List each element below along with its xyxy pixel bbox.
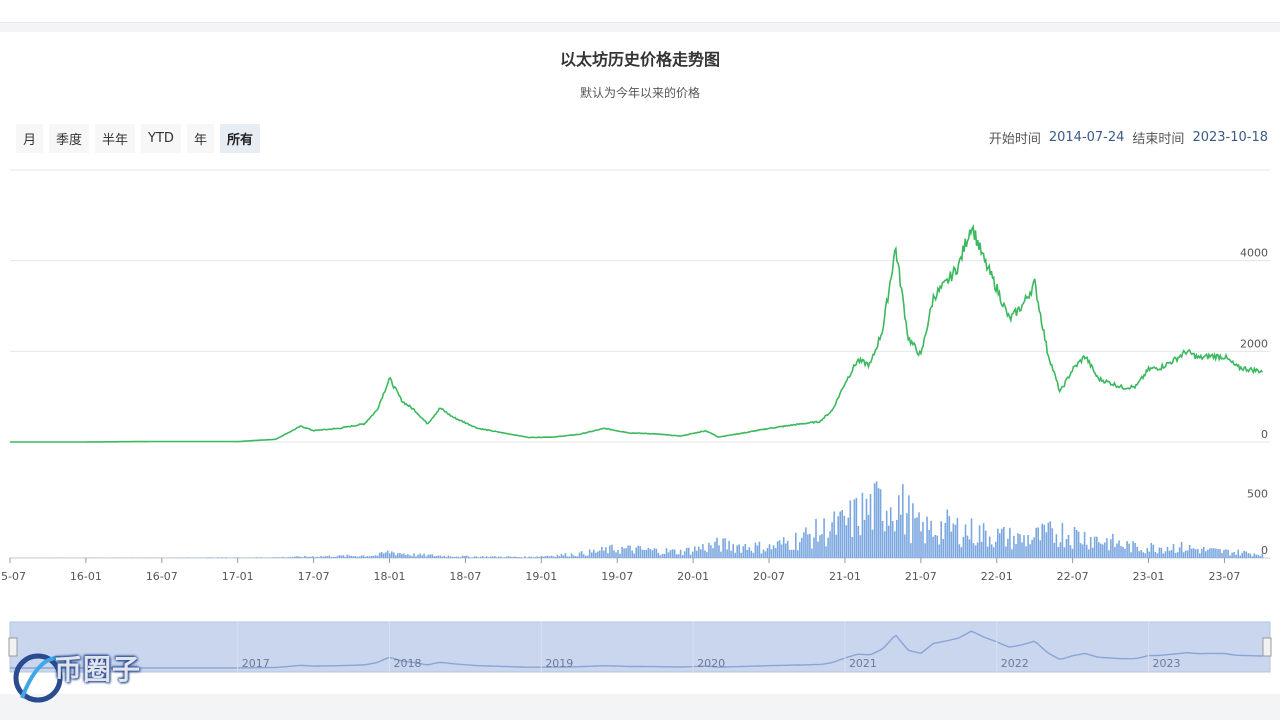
navigator-window bbox=[9, 621, 1271, 673]
chart-subtitle: 默认为今年以来的价格 bbox=[579, 86, 700, 100]
navigator-year-label: 2021 bbox=[849, 657, 877, 670]
x-tick-label: 23-07 bbox=[1208, 570, 1240, 583]
navigator-year-label: 2018 bbox=[394, 657, 422, 670]
start-date-label: 开始时间 bbox=[988, 132, 1041, 147]
x-tick-label: 22-07 bbox=[1057, 570, 1089, 583]
chart-title: 以太坊历史价格走势图 bbox=[559, 50, 720, 69]
date-range: 开始时间 2014-07-24 结束时间 2023-10-18 bbox=[989, 128, 1268, 147]
navigator-series-line bbox=[10, 630, 1263, 669]
range-ytd-button[interactable]: YTD bbox=[141, 124, 181, 153]
navigator-year-label: 2022 bbox=[1001, 657, 1029, 670]
navigator-year-label: 2020 bbox=[697, 657, 725, 670]
x-tick-label: 22-01 bbox=[981, 570, 1013, 583]
range-year-button[interactable]: 年 bbox=[186, 124, 214, 153]
navigator-right-handle[interactable] bbox=[1262, 637, 1272, 657]
price-series-line bbox=[10, 223, 1264, 443]
end-date-label: 结束时间 bbox=[1132, 132, 1185, 147]
navigator-year-label: 2017 bbox=[242, 657, 270, 670]
range-month-button[interactable]: 月 bbox=[16, 124, 44, 153]
watermark-text: 币圈子 bbox=[54, 653, 142, 686]
price-tick-label: 4000 bbox=[1240, 247, 1268, 260]
x-tick-label: 17-07 bbox=[298, 570, 330, 583]
range-quarter-button[interactable]: 季度 bbox=[49, 124, 90, 153]
x-tick-label: 19-07 bbox=[601, 570, 633, 583]
volume-tick-label: 0 bbox=[1261, 544, 1268, 557]
x-tick-label: 18-07 bbox=[449, 570, 481, 583]
volume-series-bars bbox=[9, 481, 1264, 558]
x-tick-label: 21-07 bbox=[905, 570, 937, 583]
x-tick-label: 18-01 bbox=[374, 570, 406, 583]
top-bar bbox=[0, 0, 1280, 23]
price-tick-label: 0 bbox=[1261, 428, 1268, 441]
range-all-button[interactable]: 所有 bbox=[219, 124, 260, 153]
range-selector: 月 季度 半年 YTD 年 所有 bbox=[16, 124, 260, 153]
navigator-year-label: 2023 bbox=[1153, 657, 1181, 670]
end-date-input[interactable]: 2023-10-18 bbox=[1192, 130, 1268, 145]
x-tick-label: 20-07 bbox=[753, 570, 785, 583]
watermark-logo-icon bbox=[13, 653, 63, 703]
x-tick-label: 16-07 bbox=[146, 570, 178, 583]
volume-tick-label: 500 bbox=[1247, 488, 1268, 501]
range-half-year-button[interactable]: 半年 bbox=[95, 124, 136, 153]
x-tick-label: 17-01 bbox=[222, 570, 254, 583]
x-tick-label: 19-01 bbox=[525, 570, 557, 583]
x-tick-label: 20-01 bbox=[677, 570, 709, 583]
x-tick-label: 15-07 bbox=[0, 570, 26, 583]
start-date-input[interactable]: 2014-07-24 bbox=[1048, 130, 1125, 145]
x-tick-label: 23-01 bbox=[1133, 570, 1165, 583]
x-tick-label: 16-01 bbox=[70, 570, 102, 583]
navigator-left-handle[interactable] bbox=[8, 637, 18, 657]
price-tick-label: 2000 bbox=[1240, 337, 1268, 350]
navigator-year-label: 2019 bbox=[545, 657, 573, 670]
x-tick-label: 21-01 bbox=[829, 570, 861, 583]
